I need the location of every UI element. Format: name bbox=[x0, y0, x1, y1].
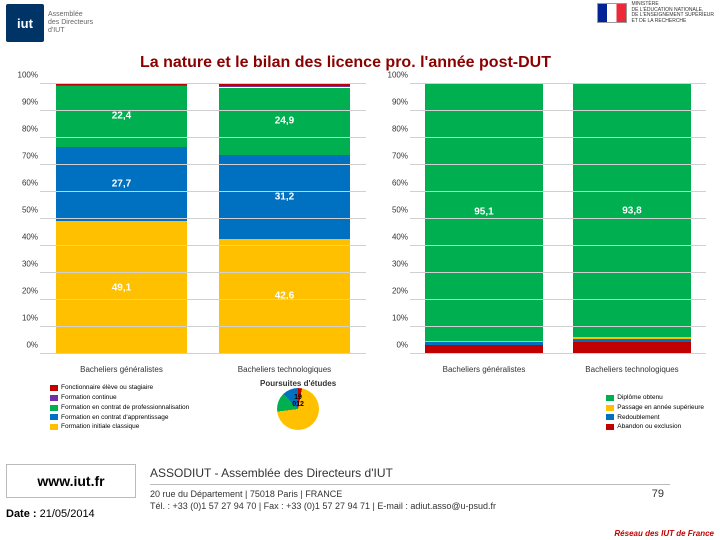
legend-item: Formation en contrat d'apprentissage bbox=[50, 413, 189, 423]
logo-ministry: MINISTÈRE DE L'ÉDUCATION NATIONALE, DE L… bbox=[597, 2, 714, 24]
legend-bilan: Diplôme obtenuPassage en année supérieur… bbox=[606, 393, 704, 432]
y-tick: 80% bbox=[22, 125, 38, 134]
legend-item: Passage en année supérieure bbox=[606, 403, 704, 413]
legend-item: Abandon ou exclusion bbox=[606, 422, 704, 432]
y-tick: 70% bbox=[392, 152, 408, 161]
stacked-bar: 24,931,242,6 bbox=[219, 84, 349, 354]
footer-address: 20 rue du Département | 75018 Paris | FR… bbox=[150, 489, 670, 512]
bar-segment: 31,2 bbox=[219, 155, 349, 239]
y-tick: 90% bbox=[392, 98, 408, 107]
y-tick: 30% bbox=[392, 260, 408, 269]
y-tick: 50% bbox=[392, 206, 408, 215]
x-label: Bacheliers technologiques bbox=[573, 365, 691, 374]
stacked-bar: 95,1 bbox=[425, 84, 543, 354]
pie-poursuites: Poursuites d'études 19 012 bbox=[260, 379, 336, 430]
bar-segment: 95,1 bbox=[425, 84, 543, 341]
y-tick: 20% bbox=[22, 287, 38, 296]
x-label: Bacheliers généralistes bbox=[425, 365, 543, 374]
x-label: Bacheliers technologiques bbox=[219, 365, 349, 374]
footer-org: ASSODIUT - Assemblée des Directeurs d'IU… bbox=[150, 466, 670, 480]
legend-item: Diplôme obtenu bbox=[606, 393, 704, 403]
footer: www.iut.fr Date : 21/05/2014 ASSODIUT - … bbox=[0, 462, 720, 540]
legend-item: Redoublement bbox=[606, 413, 704, 423]
bar-segment: 42,6 bbox=[219, 239, 349, 354]
legend-swatch bbox=[50, 414, 58, 420]
y-tick: 10% bbox=[392, 314, 408, 323]
y-tick: 40% bbox=[392, 233, 408, 242]
legend-swatch bbox=[50, 424, 58, 430]
legend-swatch bbox=[50, 395, 58, 401]
y-tick: 40% bbox=[22, 233, 38, 242]
y-tick: 100% bbox=[18, 71, 38, 80]
logo-iut-icon: iut bbox=[6, 4, 44, 42]
y-tick: 60% bbox=[22, 179, 38, 188]
y-tick: 50% bbox=[22, 206, 38, 215]
stacked-bar: 93,8 bbox=[573, 84, 691, 354]
y-tick: 70% bbox=[22, 152, 38, 161]
divider bbox=[150, 484, 670, 485]
legend-swatch bbox=[606, 414, 614, 420]
logo-iut: iut Assemblée des Directeurs d'IUT bbox=[6, 4, 93, 42]
stacked-bar: 22,427,749,1 bbox=[56, 84, 186, 354]
y-tick: 80% bbox=[392, 125, 408, 134]
legend-item: Formation initiale classique bbox=[50, 422, 189, 432]
y-tick: 10% bbox=[22, 314, 38, 323]
legend-nature: Fonctionnaire élève ou stagiaireFormatio… bbox=[50, 383, 189, 432]
bar-segment: 24,9 bbox=[219, 88, 349, 155]
x-label: Bacheliers généralistes bbox=[56, 365, 186, 374]
legend-swatch bbox=[606, 395, 614, 401]
y-tick: 100% bbox=[388, 71, 408, 80]
bar-segment: 27,7 bbox=[56, 147, 186, 222]
y-tick: 0% bbox=[396, 341, 408, 350]
legend-swatch bbox=[50, 385, 58, 391]
y-tick: 90% bbox=[22, 98, 38, 107]
legend-item: Formation en contrat de professionnalisa… bbox=[50, 403, 189, 413]
site-url: www.iut.fr bbox=[6, 464, 136, 498]
pie-chart: 19 012 bbox=[277, 388, 319, 430]
y-tick: 60% bbox=[392, 179, 408, 188]
footer-date: Date : 21/05/2014 bbox=[6, 508, 95, 520]
legend-swatch bbox=[606, 405, 614, 411]
y-tick: 0% bbox=[26, 341, 38, 350]
legend-item: Fonctionnaire élève ou stagiaire bbox=[50, 383, 189, 393]
y-tick: 30% bbox=[22, 260, 38, 269]
bar-segment: 49,1 bbox=[56, 221, 186, 354]
page-title: La nature et le bilan des licence pro. l… bbox=[140, 54, 700, 72]
legend-item: Formation continue bbox=[50, 393, 189, 403]
legend-swatch bbox=[50, 405, 58, 411]
reseau-label: Réseau des IUT de France bbox=[614, 529, 714, 538]
y-tick: 20% bbox=[392, 287, 408, 296]
chart-bilan: 0%10%20%30%40%50%60%70%80%90%100% 95,193… bbox=[380, 84, 710, 404]
logo-iut-subtitle: Assemblée des Directeurs d'IUT bbox=[48, 11, 93, 34]
ministry-text: MINISTÈRE DE L'ÉDUCATION NATIONALE, DE L… bbox=[631, 2, 714, 24]
legend-swatch bbox=[606, 424, 614, 430]
page-number: 79 bbox=[652, 488, 664, 500]
chart-nature: 0%10%20%30%40%50%60%70%80%90%100% 22,427… bbox=[10, 84, 370, 404]
french-flag-icon bbox=[597, 3, 627, 23]
